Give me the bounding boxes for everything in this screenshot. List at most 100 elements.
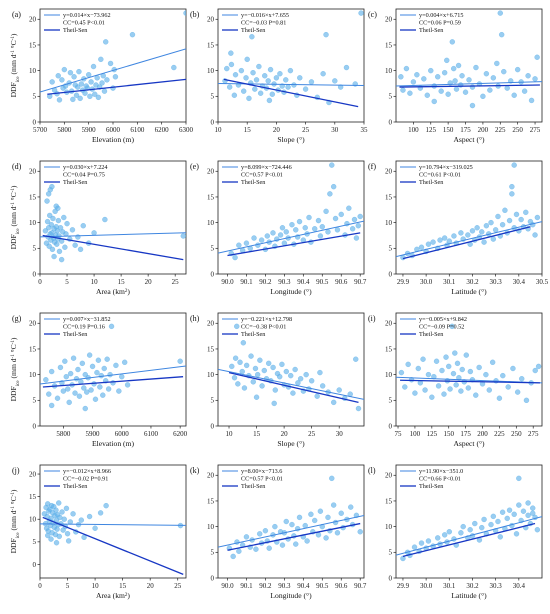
- data-point: [54, 241, 60, 247]
- legend-equation: y=8.099×x−724.446: [241, 164, 292, 171]
- data-point: [292, 366, 298, 373]
- x-tick-label: 150: [443, 126, 454, 134]
- panel-c: 100 125 150 175 200 225 250 275 0 5 10 15 20 Aspect (…: [368, 8, 543, 144]
- data-point: [69, 227, 76, 233]
- data-point: [312, 517, 318, 524]
- x-tick-label: 275: [528, 430, 539, 438]
- data-point: [272, 387, 278, 393]
- data-point: [490, 236, 496, 242]
- y-tick-label: 10: [207, 523, 215, 531]
- data-point: [98, 373, 104, 379]
- x-tick-label: 90.7: [354, 278, 367, 286]
- data-point: [402, 384, 408, 390]
- data-point: [456, 375, 462, 381]
- data-point: [411, 544, 418, 550]
- x-tick-label: 75: [395, 430, 403, 438]
- x-tick-label: 25: [174, 582, 182, 590]
- legend-theil-sen-label: Theil-Sen: [63, 179, 87, 186]
- data-point: [496, 395, 503, 401]
- data-point: [467, 368, 474, 375]
- y-tick-label: 0: [389, 422, 393, 430]
- data-point: [252, 86, 258, 92]
- data-point: [101, 88, 108, 94]
- data-point: [289, 521, 295, 528]
- data-point: [44, 218, 51, 225]
- x-tick-label: 30.1: [443, 278, 456, 286]
- x-tick-label: 30.1: [443, 582, 456, 590]
- data-point: [446, 238, 452, 244]
- data-point: [428, 67, 434, 74]
- x-tick-label: 90.6: [335, 582, 348, 590]
- data-point: [72, 242, 78, 248]
- data-point: [264, 233, 270, 239]
- data-point: [488, 219, 494, 226]
- marks-a: [40, 10, 186, 103]
- data-point: [61, 66, 67, 73]
- data-point: [327, 191, 333, 197]
- x-tick-label: 15: [119, 582, 127, 590]
- data-point: [465, 385, 471, 391]
- data-point: [267, 66, 274, 73]
- data-point: [331, 184, 337, 190]
- data-point: [494, 60, 500, 67]
- data-point: [230, 553, 236, 560]
- data-point: [56, 500, 62, 506]
- data-point: [283, 368, 289, 375]
- data-point: [56, 533, 62, 540]
- theil-sen-line: [47, 78, 186, 95]
- x-tick-label: 150: [443, 430, 454, 438]
- data-point: [506, 217, 513, 224]
- marks-i: [396, 323, 542, 403]
- data-point: [357, 213, 363, 220]
- data-point: [317, 233, 324, 239]
- x-tick-label: 6200: [173, 430, 188, 438]
- y-tick-label: 5: [211, 245, 215, 253]
- y-tick-label: 5: [211, 93, 215, 101]
- x-axis-label: Elevation (m): [92, 439, 134, 448]
- data-point: [442, 532, 448, 538]
- data-point: [108, 323, 115, 330]
- data-point: [483, 223, 490, 229]
- panel-label: (e): [190, 162, 199, 171]
- data-point: [243, 362, 250, 369]
- y-tick-label: 20: [385, 16, 393, 24]
- data-point: [289, 222, 295, 228]
- data-point: [283, 77, 289, 83]
- data-point: [86, 352, 93, 358]
- data-point: [293, 227, 299, 233]
- x-tick-label: 30.4: [513, 582, 526, 590]
- data-point: [532, 232, 538, 238]
- data-point: [331, 399, 337, 406]
- data-point: [270, 230, 276, 236]
- y-tick-label: 15: [385, 345, 393, 353]
- y-tick-label: 10: [29, 219, 37, 227]
- data-point: [519, 376, 525, 382]
- data-point: [338, 211, 344, 218]
- plot-frame: [217, 312, 365, 427]
- marks-h: [218, 323, 364, 412]
- data-point: [266, 97, 273, 104]
- data-point: [56, 97, 63, 103]
- data-point: [86, 513, 93, 520]
- y-tick-label: 15: [207, 193, 215, 201]
- data-point: [113, 362, 119, 369]
- y-tick-label: 0: [33, 422, 37, 430]
- data-point: [442, 70, 448, 76]
- data-point: [244, 56, 250, 62]
- data-point: [433, 358, 440, 364]
- data-point: [253, 77, 260, 83]
- y-tick-label: 5: [33, 538, 37, 546]
- legend-stats: CC=0.66 P<0.01: [419, 476, 461, 483]
- y-tick-label: 10: [385, 523, 393, 531]
- data-point: [430, 239, 436, 245]
- data-point: [315, 532, 322, 538]
- data-point: [72, 390, 78, 396]
- data-point: [525, 500, 531, 506]
- y-tick-label: 20: [385, 168, 393, 176]
- panel-label: (b): [190, 10, 200, 19]
- y-tick-label: 5: [211, 549, 215, 557]
- data-point: [518, 216, 524, 223]
- y-tick-label: 10: [207, 219, 215, 227]
- theil-sen-line: [228, 371, 359, 404]
